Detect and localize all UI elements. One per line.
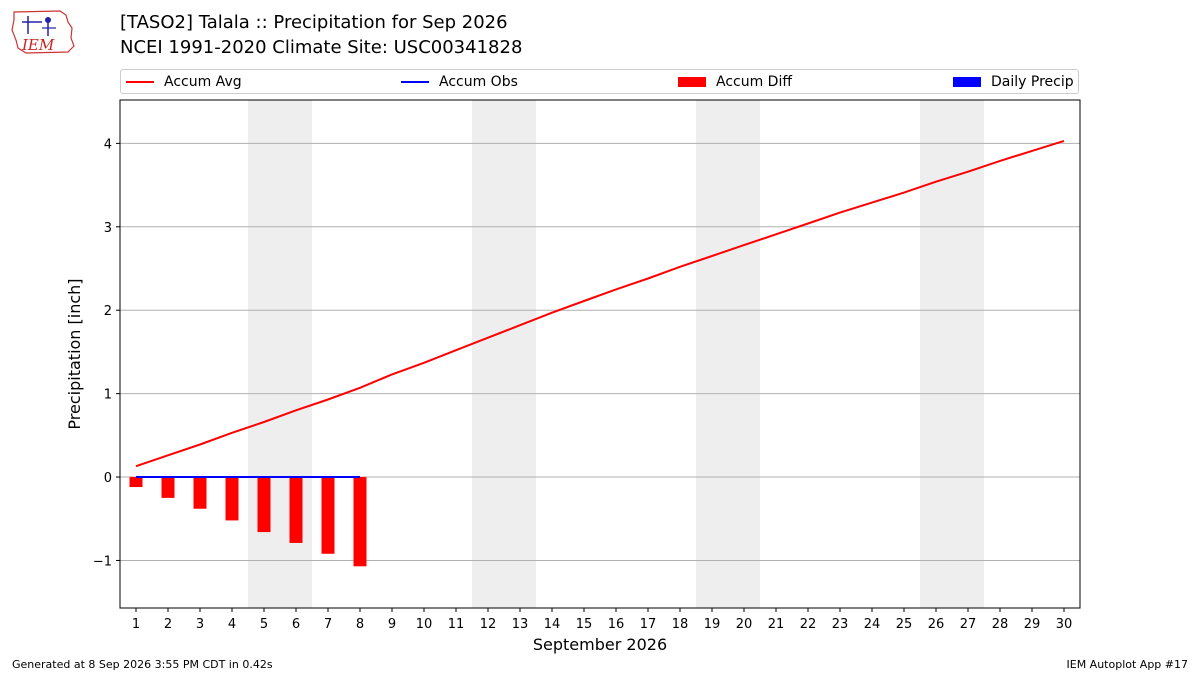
x-tick-label: 7	[324, 617, 332, 632]
y-axis-label: Precipitation [inch]	[65, 278, 84, 429]
app-credit: IEM Autoplot App #17	[1066, 658, 1189, 671]
accum-diff-bar	[161, 477, 175, 498]
accum-avg-line-swatch	[126, 80, 154, 83]
legend-label: Daily Precip	[991, 73, 1074, 90]
legend-label: Accum Diff	[716, 73, 793, 90]
x-tick-label: 27	[960, 617, 977, 632]
legend-item-daily-precip: Daily Precip	[953, 70, 1074, 93]
weekend-shade	[920, 100, 984, 608]
legend-label: Accum Avg	[164, 73, 242, 90]
chart-title: [TASO2] Talala :: Precipitation for Sep …	[120, 12, 508, 33]
svg-text:IEM: IEM	[21, 36, 55, 54]
x-tick-label: 5	[260, 617, 268, 632]
x-tick-label: 6	[292, 617, 300, 632]
accum-diff-bar	[321, 477, 335, 554]
x-tick-label: 8	[356, 617, 364, 632]
x-tick-label: 16	[608, 617, 625, 632]
legend-item-accum-obs: Accum Obs	[401, 70, 518, 93]
x-tick-label: 25	[896, 617, 913, 632]
chart-subtitle: NCEI 1991-2020 Climate Site: USC00341828	[120, 37, 523, 58]
y-tick-label: 1	[104, 388, 112, 403]
accum-avg-line	[135, 139, 1065, 468]
y-tick-label: 2	[104, 304, 112, 319]
iem-logo: IEM	[11, 10, 75, 54]
generated-timestamp: Generated at 8 Sep 2026 3:55 PM CDT in 0…	[12, 658, 273, 671]
y-tick-label: 3	[104, 221, 112, 236]
x-tick-label: 11	[448, 617, 465, 632]
x-tick-label: 21	[768, 617, 785, 632]
legend-item-accum-diff: Accum Diff	[678, 70, 792, 93]
x-tick-label: 14	[544, 617, 561, 632]
y-tick-label: −1	[93, 554, 112, 569]
weekend-shade	[696, 100, 760, 608]
x-tick-label: 29	[1024, 617, 1041, 632]
accum-diff-bar-swatch	[678, 76, 706, 87]
x-tick-label: 10	[416, 617, 433, 632]
x-tick-label: 19	[704, 617, 721, 632]
legend-label: Accum Obs	[439, 73, 518, 90]
x-tick-label: 17	[640, 617, 657, 632]
daily-precip-bar-swatch	[953, 76, 981, 87]
x-tick-label: 4	[228, 617, 236, 632]
accum-obs-line-swatch	[401, 80, 429, 83]
x-tick-label: 23	[832, 617, 849, 632]
accum-diff-bar	[129, 477, 143, 488]
accum-diff-bar	[289, 477, 303, 543]
x-tick-label: 3	[196, 617, 204, 632]
x-tick-label: 15	[576, 617, 593, 632]
legend: Accum Avg Accum Obs Accum Diff Daily Pre…	[120, 69, 1079, 94]
accum-diff-bar	[225, 477, 239, 521]
x-tick-label: 9	[388, 617, 396, 632]
plot-frame	[119, 99, 1081, 609]
accum-diff-bar	[353, 477, 367, 567]
legend-item-accum-avg: Accum Avg	[126, 70, 242, 93]
x-tick-label: 12	[480, 617, 497, 632]
weekend-shade	[472, 100, 536, 608]
x-axis-label: September 2026	[533, 635, 667, 654]
x-tick-label: 26	[928, 617, 945, 632]
y-tick-label: 4	[104, 137, 112, 152]
x-tick-label: 18	[672, 617, 689, 632]
x-tick-label: 20	[736, 617, 753, 632]
x-tick-label: 28	[992, 617, 1009, 632]
x-tick-label: 1	[132, 617, 140, 632]
x-tick-label: 22	[800, 617, 817, 632]
x-tick-label: 30	[1056, 617, 1073, 632]
accum-diff-bar	[193, 477, 207, 509]
x-tick-label: 2	[164, 617, 172, 632]
y-tick-label: 0	[104, 471, 112, 486]
x-tick-label: 24	[864, 617, 881, 632]
x-tick-label: 13	[512, 617, 529, 632]
accum-diff-bar	[257, 477, 271, 533]
